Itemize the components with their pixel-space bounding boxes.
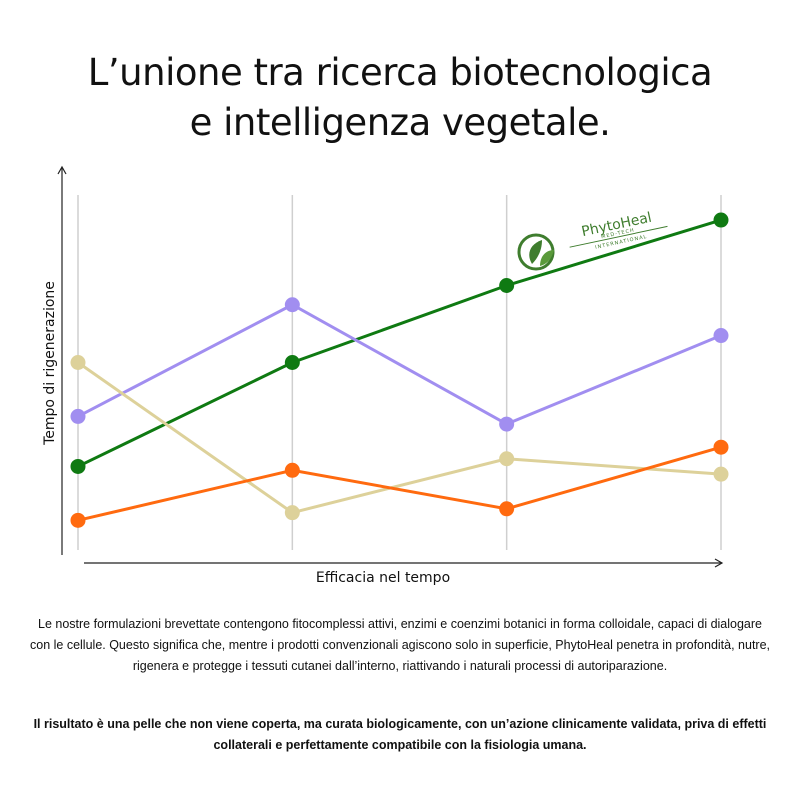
title-line-2: e intelligenza vegetale.	[189, 101, 611, 144]
data-point-tan	[284, 505, 300, 521]
series-line-purple	[77, 303, 722, 426]
data-point-purple	[70, 408, 86, 424]
data-point-green	[713, 212, 729, 228]
data-point-green	[284, 355, 300, 370]
data-point-tan	[713, 466, 729, 482]
leaf-icon	[540, 250, 554, 266]
series-orange	[70, 439, 729, 528]
data-point-orange	[499, 501, 515, 517]
series-line-orange	[77, 445, 722, 522]
y-axis-arrow	[57, 165, 67, 175]
series-line-tan	[77, 361, 722, 515]
data-point-purple	[499, 416, 515, 432]
x-axis-label: Efficacia nel tempo	[315, 570, 451, 586]
data-point-purple	[713, 328, 729, 344]
data-point-orange	[70, 512, 86, 528]
data-point-green	[70, 458, 86, 474]
series-green	[70, 212, 729, 474]
data-point-orange	[284, 462, 300, 478]
title-line-1: L’unione tra ricerca biotecnologica	[87, 51, 713, 94]
result-paragraph: Il risultato è una pelle che non viene c…	[33, 717, 767, 752]
data-point-tan	[70, 355, 86, 370]
series-purple	[70, 297, 729, 432]
phytoheal-logo: PhytoHeal MED-TECH INTERNATIONAL	[512, 200, 682, 275]
series-tan	[70, 355, 729, 521]
data-point-green	[499, 278, 515, 293]
y-axis-label: Tempo di rigenerazione	[42, 281, 58, 445]
data-point-tan	[499, 451, 515, 467]
x-axis-arrow	[714, 558, 724, 568]
page-title: L’unione tra ricerca biotecnologica e in…	[0, 48, 800, 148]
series-line-green	[77, 218, 722, 468]
data-point-purple	[284, 297, 300, 313]
description-paragraph: Le nostre formulazioni brevettate conten…	[30, 617, 771, 673]
leaf-icon	[529, 240, 542, 264]
data-point-orange	[713, 439, 729, 455]
